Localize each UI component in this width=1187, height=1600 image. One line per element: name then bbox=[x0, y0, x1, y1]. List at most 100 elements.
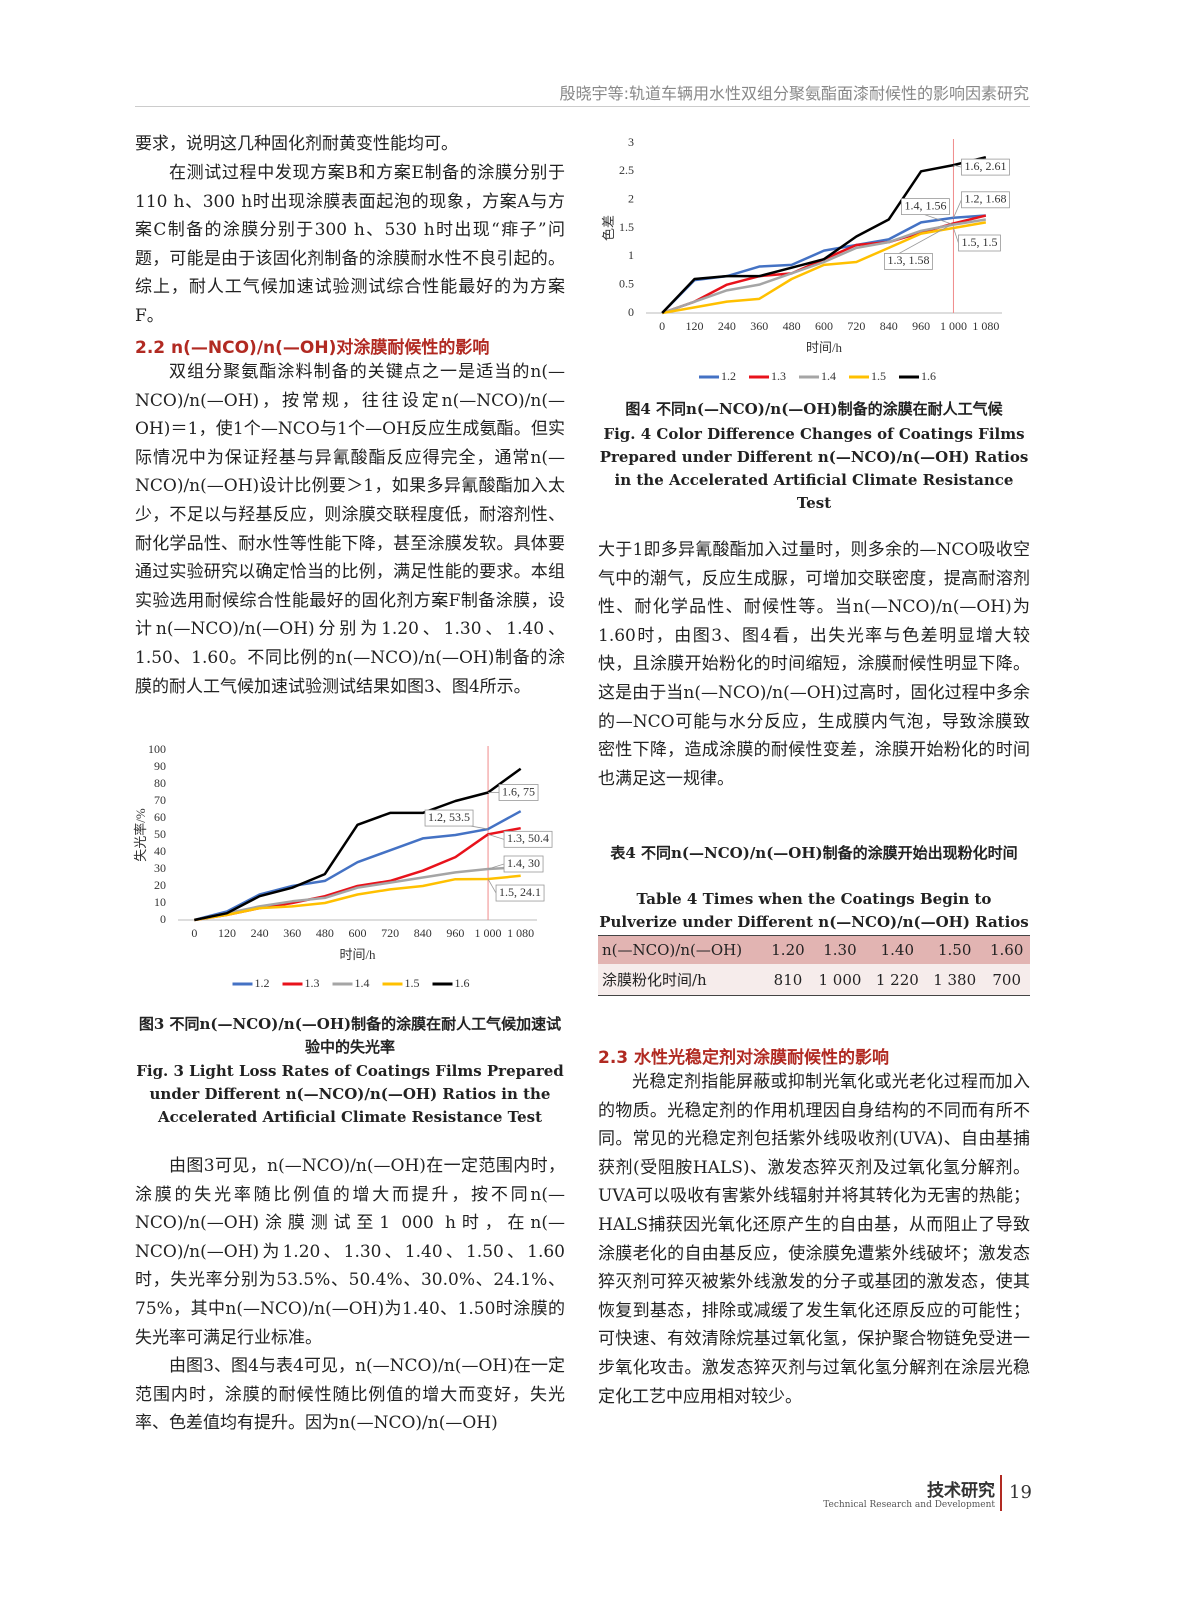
x-tick-label: 120 bbox=[218, 926, 236, 940]
x-tick-label: 0 bbox=[659, 319, 665, 333]
paragraph: 在测试过程中发现方案B和方案E制备的涂膜分别于110 h、300 h时出现涂膜表… bbox=[135, 163, 565, 326]
figure-caption-en: Fig. 3 Light Loss Rates of Coatings Film… bbox=[136, 1062, 564, 1126]
data-label: 1.2, 53.5 bbox=[428, 810, 470, 824]
legend-label: 1.5 bbox=[405, 976, 420, 990]
legend-label: 1.3 bbox=[771, 369, 786, 383]
y-tick-label: 60 bbox=[154, 810, 166, 824]
label-box bbox=[503, 830, 553, 848]
x-tick-label: 480 bbox=[783, 319, 801, 333]
label-leader bbox=[953, 199, 962, 218]
table-caption: 表4 不同n(—NCO)/n(—OH)制备的涂膜开始出现粉化时间 bbox=[610, 844, 1018, 862]
table-cell: 1.60 bbox=[989, 941, 1024, 959]
data-label: 1.4, 30 bbox=[507, 856, 540, 870]
footer-section-en: Technical Research and Development bbox=[823, 1500, 995, 1510]
x-tick-label: 240 bbox=[718, 319, 736, 333]
data-label: 1.3, 1.58 bbox=[887, 253, 929, 267]
x-tick-label: 720 bbox=[847, 319, 865, 333]
table-cell: n(—NCO)/n(—OH) bbox=[602, 941, 743, 959]
section-heading: 2.2 n(—NCO)/n(—OH)对涂膜耐候性的影响 bbox=[135, 338, 490, 358]
legend-label: 1.6 bbox=[455, 976, 470, 990]
footer-section: 技术研究 bbox=[927, 1481, 995, 1501]
y-tick-label: 0 bbox=[628, 305, 634, 319]
figure-caption: 图3 不同n(—NCO)/n(—OH)制备的涂膜在耐人工气候加速试验中的失光率 bbox=[138, 1015, 562, 1056]
table-cell: 1.40 bbox=[880, 941, 915, 959]
table-cell: 1 380 bbox=[933, 970, 977, 989]
paragraph: 大于1即多异氰酸酯加入过量时，则多余的—NCO吸收空气中的潮气，反应生成脲，可增… bbox=[598, 540, 1030, 789]
chart: 0 10 20 30 40 50 60 70 80 90 100 0 120 240 360 480 600 72… bbox=[133, 742, 553, 990]
paragraph: 光稳定剂指能屏蔽或抑制光氧化或光老化过程而加入的物质。光稳定剂的作用机理因自身结… bbox=[598, 1072, 1030, 1407]
legend-label: 1.2 bbox=[721, 369, 736, 383]
table-cell: 700 bbox=[992, 970, 1021, 989]
paragraph: 由图3可见，n(—NCO)/n(—OH)在一定范围内时，涂膜的失光率随比例值的增… bbox=[135, 1156, 565, 1348]
y-tick-label: 40 bbox=[154, 844, 166, 858]
x-tick-label: 360 bbox=[750, 319, 768, 333]
y-tick-label: 70 bbox=[154, 793, 166, 807]
data-label: 1.2, 1.68 bbox=[964, 192, 1006, 206]
label-box bbox=[498, 784, 539, 801]
label-box bbox=[503, 855, 544, 873]
x-tick-label: 480 bbox=[316, 926, 334, 940]
x-tick-label: 600 bbox=[815, 319, 833, 333]
y-tick-label: 80 bbox=[154, 776, 166, 790]
x-tick-label: 360 bbox=[283, 926, 301, 940]
x-tick-label: 840 bbox=[880, 319, 898, 333]
series-line bbox=[661, 221, 987, 315]
legend-label: 1.4 bbox=[355, 976, 370, 990]
header-rule bbox=[135, 106, 1030, 107]
table-header: n(—NCO)/n(—OH) 1.20 1.30 1.40 1.50 1.60 bbox=[598, 935, 1030, 964]
data-label: 1.5, 1.5 bbox=[961, 235, 997, 249]
table-cell: 1.20 bbox=[771, 941, 805, 959]
table-cell: 810 bbox=[773, 970, 803, 989]
y-tick-label: 2.5 bbox=[619, 163, 634, 177]
label-leader bbox=[487, 878, 497, 894]
table-row: 涂膜粉化时间/h 810 1 000 1 220 1 380 700 bbox=[598, 964, 1030, 996]
label-box bbox=[424, 809, 474, 827]
label-leader bbox=[487, 833, 505, 840]
chart: 0 0.5 1 1.5 2 2.5 3 0 120 240 360 480 600 720 840 960 1 … bbox=[601, 135, 1010, 383]
x-tick-label: 600 bbox=[349, 926, 367, 940]
paragraph: 双组分聚氨酯涂料制备的关键点之一是适当的n(—NCO)/n(—OH)，按常规，往… bbox=[135, 362, 565, 697]
data-label: 1.3, 50.4 bbox=[507, 831, 549, 845]
y-axis-title: 失光率/% bbox=[133, 808, 148, 862]
y-tick-label: 1.5 bbox=[619, 220, 634, 234]
paragraph: 由图3、图4与表4可见，n(—NCO)/n(—OH)在一定范围内时，涂膜的耐候性… bbox=[135, 1356, 565, 1434]
x-tick-label: 720 bbox=[381, 926, 399, 940]
x-tick-label: 960 bbox=[912, 319, 930, 333]
x-tick-label: 1 080 bbox=[507, 926, 534, 940]
data-label: 1.4, 1.56 bbox=[904, 198, 946, 212]
y-tick-label: 0 bbox=[160, 912, 166, 926]
table-cell: 1.50 bbox=[937, 941, 972, 959]
y-tick-label: 2 bbox=[628, 191, 634, 205]
data-label: 1.5, 24.1 bbox=[499, 885, 541, 899]
series-line bbox=[661, 155, 987, 314]
x-axis-title: 时间/h bbox=[339, 947, 376, 962]
x-tick-label: 1 000 bbox=[475, 926, 502, 940]
paragraph: 要求，说明这几种固化剂耐黄变性能均可。 bbox=[135, 134, 458, 154]
data-label: 1.6, 2.61 bbox=[964, 159, 1006, 173]
legend-label: 1.3 bbox=[305, 976, 320, 990]
legend-label: 1.2 bbox=[255, 976, 270, 990]
series-line bbox=[194, 810, 522, 922]
x-tick-label: 1 000 bbox=[940, 319, 967, 333]
table-cell: 1 220 bbox=[875, 970, 919, 989]
legend-label: 1.5 bbox=[871, 369, 886, 383]
x-tick-label: 0 bbox=[191, 926, 197, 940]
series-line bbox=[661, 218, 987, 315]
label-box bbox=[901, 198, 950, 215]
series-line bbox=[194, 866, 521, 922]
table: n(—NCO)/n(—OH) 1.20 1.30 1.40 1.50 1.60 … bbox=[598, 935, 1030, 996]
x-tick-label: 840 bbox=[414, 926, 432, 940]
x-tick-label: 240 bbox=[251, 926, 269, 940]
label-box bbox=[958, 234, 1001, 252]
y-tick-label: 30 bbox=[154, 861, 166, 875]
y-tick-label: 3 bbox=[628, 135, 634, 149]
series-line bbox=[194, 874, 521, 922]
label-box bbox=[884, 253, 933, 270]
x-tick-label: 120 bbox=[686, 319, 704, 333]
data-label: 1.6, 75 bbox=[502, 784, 535, 798]
figure-caption: 图4 不同n(—NCO)/n(—OH)制备的涂膜在耐人工气候 bbox=[625, 400, 1003, 418]
legend-label: 1.6 bbox=[921, 369, 936, 383]
y-tick-label: 1 bbox=[628, 248, 634, 262]
y-tick-label: 100 bbox=[148, 742, 166, 756]
